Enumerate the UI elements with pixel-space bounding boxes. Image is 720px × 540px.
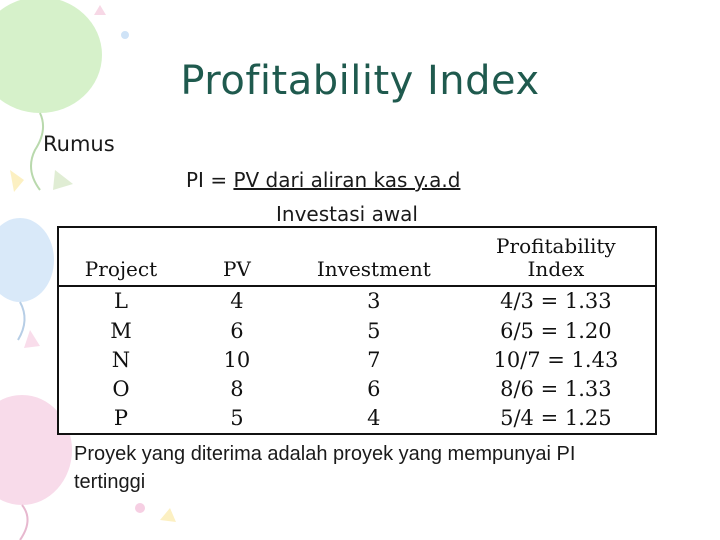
cell-project: O xyxy=(112,376,130,401)
cell-pi: 4/3 = 1.33 xyxy=(500,289,612,314)
cell-pv: 6 xyxy=(230,318,244,343)
table-row: P 5 4 5/4 = 1.25 xyxy=(59,404,655,433)
header-project: Project xyxy=(59,228,183,287)
cell-investment: 5 xyxy=(367,318,381,343)
cell-project: M xyxy=(110,318,132,343)
slide-title: Profitability Index xyxy=(180,58,540,104)
formula-numerator-line: PI = PV dari aliran kas y.a.d xyxy=(186,168,460,192)
cell-project: P xyxy=(113,405,129,430)
cell-pi: 10/7 = 1.43 xyxy=(493,347,619,372)
rumus-label: Rumus xyxy=(43,132,115,156)
table-row: N 10 7 10/7 = 1.43 xyxy=(59,346,655,375)
cell-pi: 6/5 = 1.20 xyxy=(500,318,612,343)
header-investment: Investment xyxy=(290,228,457,287)
cell-pv: 5 xyxy=(230,405,244,430)
formula-prefix: PI = xyxy=(186,168,234,192)
header-profitability-index: Profitability Index xyxy=(456,228,655,287)
table-row: M 6 5 6/5 = 1.20 xyxy=(59,317,655,346)
cell-investment: 3 xyxy=(367,289,381,314)
cell-investment: 4 xyxy=(367,405,381,430)
table-row: L 4 3 4/3 = 1.33 xyxy=(59,286,655,317)
cell-investment: 6 xyxy=(367,376,381,401)
table-row: O 8 6 8/6 = 1.33 xyxy=(59,375,655,404)
conclusion-text: Proyek yang diterima adalah proyek yang … xyxy=(74,443,576,493)
header-pv: PV xyxy=(182,228,291,287)
cell-pi: 5/4 = 1.25 xyxy=(500,405,612,430)
cell-investment: 7 xyxy=(367,347,381,372)
cell-pv: 8 xyxy=(230,376,244,401)
cell-project: L xyxy=(113,289,128,314)
cell-pv: 10 xyxy=(223,347,251,372)
cell-pi: 8/6 = 1.33 xyxy=(500,376,612,401)
cell-project: N xyxy=(111,347,131,372)
formula-denominator: Investasi awal xyxy=(276,202,418,226)
pi-table: Project PV Investment Profitability Index… xyxy=(57,226,657,435)
formula-numerator: PV dari aliran kas y.a.d xyxy=(233,168,461,192)
cell-pv: 4 xyxy=(230,289,244,314)
